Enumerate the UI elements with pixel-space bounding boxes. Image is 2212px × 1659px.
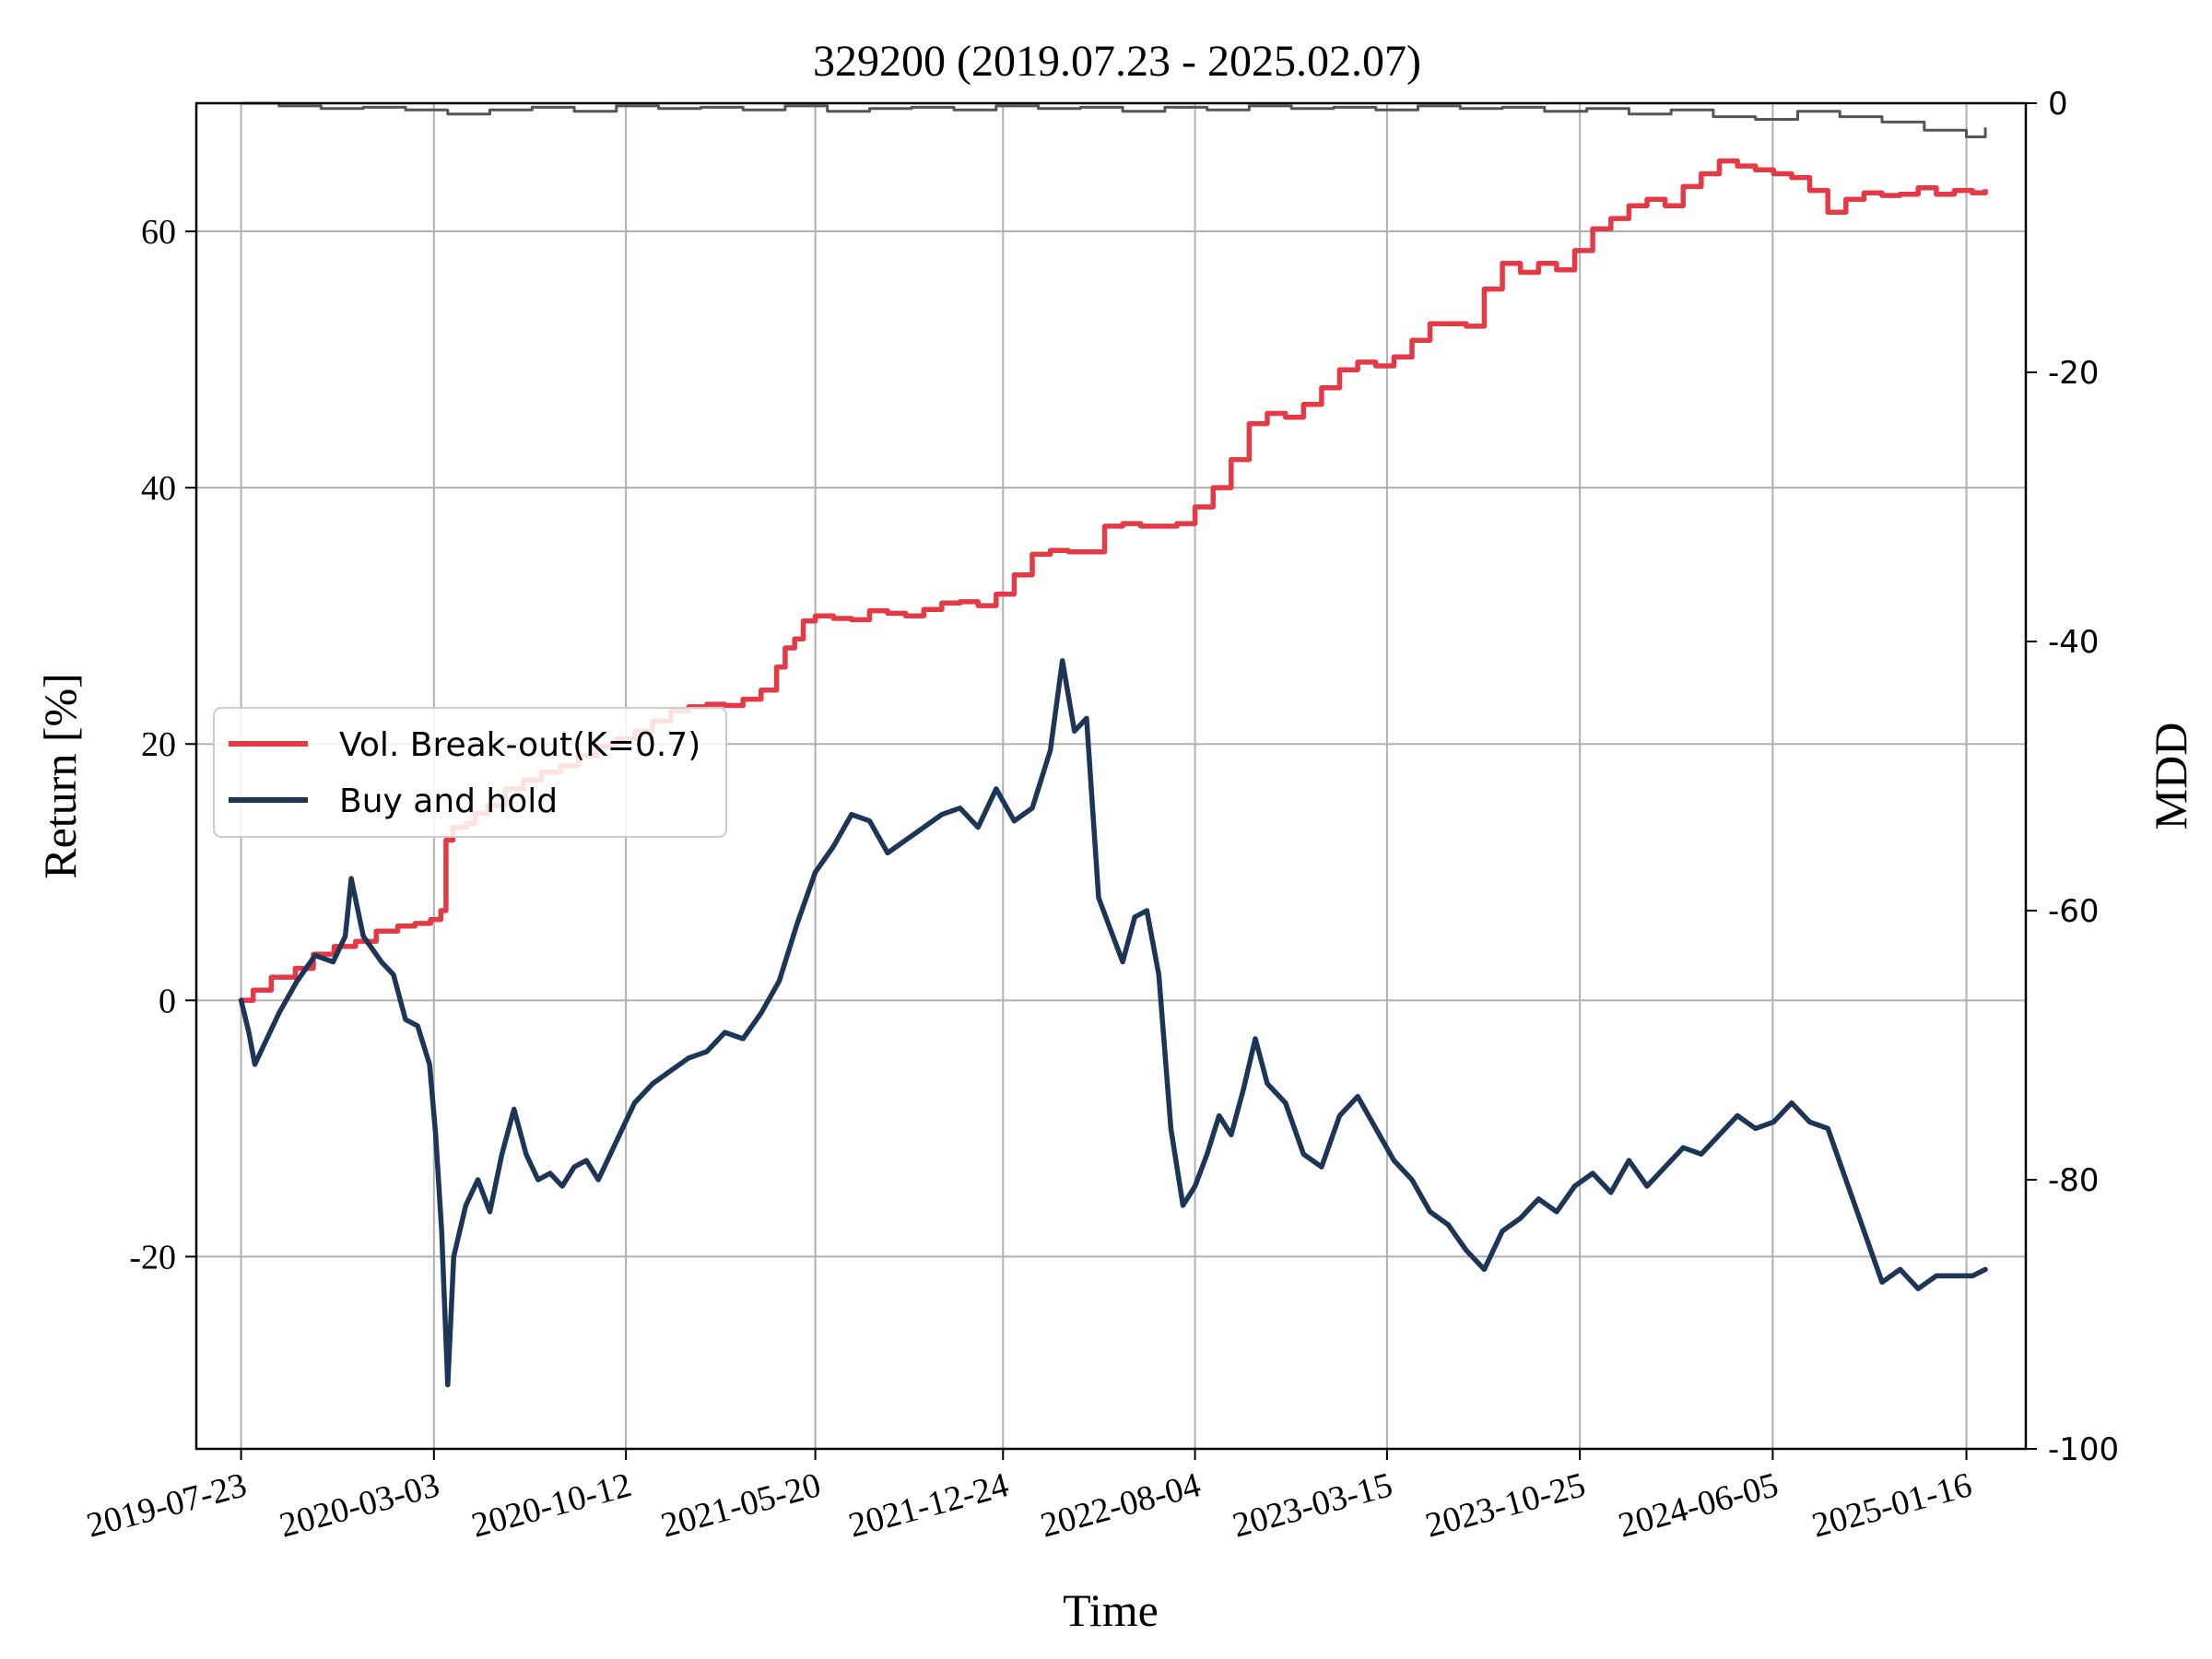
y-axis: -20 0 20 40 60 bbox=[129, 213, 196, 1277]
legend-box bbox=[213, 707, 727, 838]
y-tick-label: 0 bbox=[159, 982, 176, 1020]
mdd-line bbox=[241, 101, 1987, 138]
y-tick-label: -20 bbox=[129, 1238, 176, 1277]
y2-tick-label: -80 bbox=[2048, 1162, 2100, 1199]
y-axis-label: Return [%] bbox=[34, 673, 86, 879]
y2-tick-label: -40 bbox=[2048, 624, 2100, 661]
y2-tick-label: -100 bbox=[2048, 1431, 2119, 1468]
y-tick-label: 60 bbox=[141, 213, 176, 252]
plot-frame bbox=[194, 101, 2028, 1451]
y-tick-label: 20 bbox=[141, 725, 176, 764]
legend: Vol. Break-out(K=0.7) Buy and hold bbox=[213, 707, 727, 838]
x-axis-label: Time bbox=[1063, 1584, 1159, 1636]
chart-title: 329200 (2019.07.23 - 2025.02.07) bbox=[813, 37, 1421, 86]
y2-axis: 0 -20 -40 -60 -80 -100 bbox=[2026, 86, 2119, 1468]
series-line-buyhold bbox=[238, 658, 1988, 1388]
y-tick-label: 40 bbox=[141, 469, 176, 508]
y2-tick-label: 0 bbox=[2048, 86, 2068, 123]
legend-label-breakout: Vol. Break-out(K=0.7) bbox=[339, 726, 700, 764]
grid bbox=[196, 103, 2026, 1449]
y2-tick-label: -60 bbox=[2048, 893, 2100, 930]
mdd-series bbox=[241, 101, 1987, 138]
legend-label-buyhold: Buy and hold bbox=[339, 782, 558, 820]
y2-tick-label: -20 bbox=[2048, 355, 2100, 392]
y2-axis-label: MDD bbox=[2145, 723, 2196, 830]
